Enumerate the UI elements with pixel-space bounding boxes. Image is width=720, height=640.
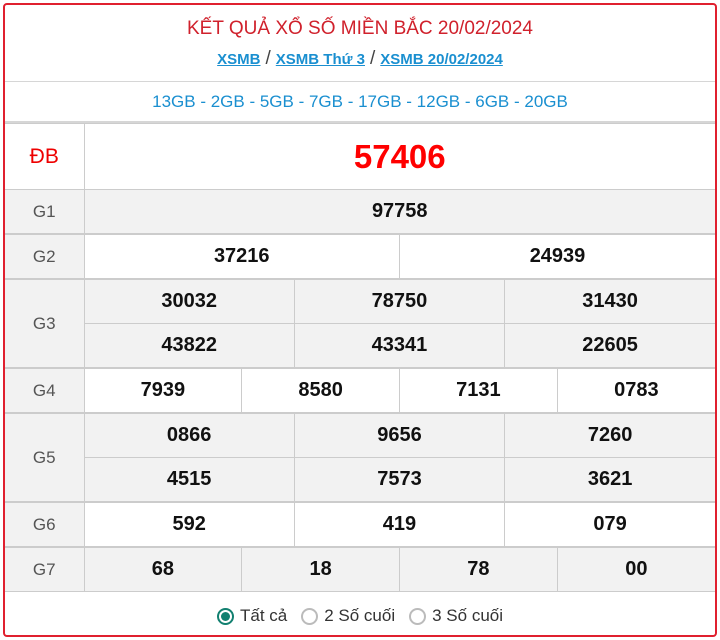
prize-value: 7131: [399, 368, 558, 413]
prize-value: 57406: [83, 123, 715, 190]
prize-value: 37216: [83, 234, 400, 279]
radio-unchecked-icon[interactable]: [409, 607, 427, 625]
prize-value: 24939: [399, 234, 715, 279]
prize-value: 7573: [293, 457, 506, 502]
breadcrumb: XSMB / XSMB Thứ 3/XSMB 20/02/2024: [5, 48, 715, 70]
prize-value: 68: [83, 547, 243, 592]
prize-value: 3621: [504, 457, 715, 502]
prize-value: 78: [399, 547, 558, 592]
prize-value: 31430: [504, 279, 715, 324]
prize-value: 592: [83, 502, 295, 547]
breadcrumb-separator: /: [369, 48, 376, 69]
breadcrumb-xsmb-weekday[interactable]: XSMB Thứ 3: [275, 51, 365, 68]
prize-label: G2: [5, 234, 85, 279]
prize-value: 9656: [293, 413, 506, 458]
breadcrumb-xsmb[interactable]: XSMB: [217, 51, 261, 68]
prize-label: G7: [5, 547, 85, 592]
ticket-codes: 13GB - 2GB - 5GB - 7GB - 17GB - 12GB - 6…: [5, 82, 715, 123]
prize-value: 0783: [556, 368, 715, 413]
prize-label: G1: [5, 189, 85, 234]
prize-value: 97758: [83, 189, 715, 234]
prize-value: 30032: [83, 279, 295, 324]
row-g6: G6 592 419 079: [5, 502, 715, 547]
prize-value: 22605: [504, 323, 715, 368]
digit-filter: Tất cả 2 Số cuối 3 Số cuối: [5, 592, 715, 635]
row-g1: G1 97758: [5, 189, 715, 234]
filter-last-3[interactable]: 3 Số cuối: [409, 606, 503, 626]
prize-value: 419: [293, 502, 506, 547]
breadcrumb-xsmb-date[interactable]: XSMB 20/02/2024: [380, 51, 503, 68]
prize-value: 7260: [504, 413, 715, 458]
breadcrumb-separator: /: [265, 48, 271, 69]
header: KẾT QUẢ XỔ SỐ MIỀN BẮC 20/02/2024 XSMB / X…: [5, 5, 715, 82]
row-g3: G3 30032 78750 31430: [5, 279, 715, 368]
filter-all[interactable]: Tất cả: [216, 606, 288, 626]
row-db: ĐB 57406: [5, 123, 715, 190]
prize-value: 00: [556, 547, 715, 592]
prize-label: G4: [5, 368, 85, 413]
results-table: ĐB 57406 G1 97758: [5, 123, 715, 234]
row-g4: G4 7939 8580 7131 0783: [5, 368, 715, 413]
page-title: KẾT QUẢ XỔ SỐ MIỀN BẮC 20/02/2024: [186, 18, 534, 39]
prize-value: 43341: [293, 323, 506, 368]
prize-value: 4515: [83, 457, 295, 502]
prize-value: 43822: [83, 323, 295, 368]
prize-value: 18: [241, 547, 400, 592]
filter-label: 3 Số cuối: [432, 606, 504, 625]
radio-checked-icon[interactable]: [216, 607, 234, 625]
row-g5: G5 0866 9656 7260: [5, 413, 715, 502]
prize-value: 78750: [293, 279, 506, 324]
row-g7: G7 68 18 78 00: [5, 547, 715, 592]
prize-label: ĐB: [5, 123, 85, 190]
prize-label: G3: [5, 279, 85, 368]
radio-unchecked-icon[interactable]: [301, 607, 319, 625]
prize-label: G5: [5, 413, 85, 502]
prize-label: G6: [5, 502, 85, 547]
filter-label: 2 Số cuối: [324, 606, 396, 625]
prize-value: 079: [504, 502, 715, 547]
prize-value: 8580: [241, 368, 400, 413]
filter-label: Tất cả: [239, 606, 288, 625]
prize-value: 0866: [83, 413, 295, 458]
filter-last-2[interactable]: 2 Số cuối: [301, 606, 395, 626]
results-panel: KẾT QUẢ XỔ SỐ MIỀN BẮC 20/02/2024 XSMB / X…: [3, 3, 717, 637]
row-g2: G2 37216 24939: [5, 234, 715, 279]
prize-value: 7939: [83, 368, 243, 413]
